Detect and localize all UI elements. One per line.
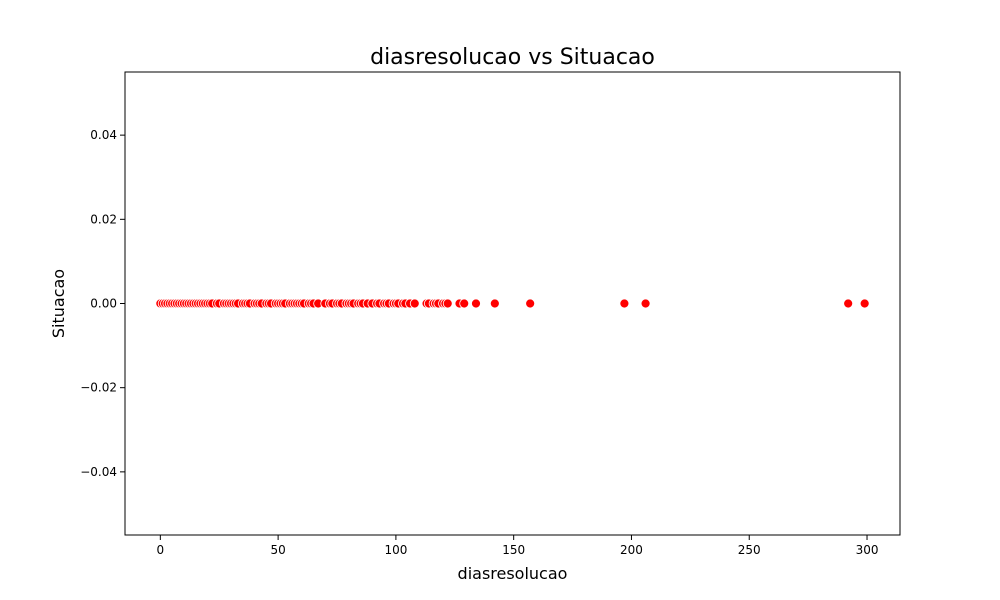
data-point	[489, 298, 500, 309]
x-tick-label: 250	[738, 543, 761, 557]
chart-title: diasresolucao vs Situacao	[370, 45, 655, 70]
y-tick-label: 0.02	[90, 212, 117, 226]
y-tick-label: −0.04	[80, 465, 117, 479]
data-point	[640, 298, 651, 309]
x-tick-label: 100	[384, 543, 407, 557]
x-tick-label: 50	[270, 543, 285, 557]
y-axis-ticks: −0.04 −0.02 0.00 0.02 0.04	[80, 128, 125, 479]
data-point	[525, 298, 536, 309]
data-points	[155, 298, 870, 309]
y-tick-label: 0.04	[90, 128, 117, 142]
y-axis-title: Situacao	[49, 269, 68, 338]
x-tick-label: 0	[157, 543, 165, 557]
data-point	[619, 298, 630, 309]
y-tick-label: 0.00	[90, 297, 117, 311]
x-tick-label: 200	[620, 543, 643, 557]
y-tick-label: −0.02	[80, 381, 117, 395]
data-point	[859, 298, 870, 309]
x-axis-ticks: 0 50 100 150 200 250 300	[157, 535, 879, 557]
x-axis-title: diasresolucao	[458, 564, 568, 583]
data-point	[471, 298, 481, 309]
plot-area: 0 50 100 150 200 250 300 −0.04 −0.02 0.00 0.02 0.0…	[80, 71, 901, 557]
x-tick-label: 150	[502, 543, 525, 557]
data-point	[843, 298, 854, 309]
data-point	[442, 298, 453, 309]
data-point	[459, 298, 470, 309]
data-point	[409, 298, 420, 309]
x-tick-label: 300	[856, 543, 879, 557]
